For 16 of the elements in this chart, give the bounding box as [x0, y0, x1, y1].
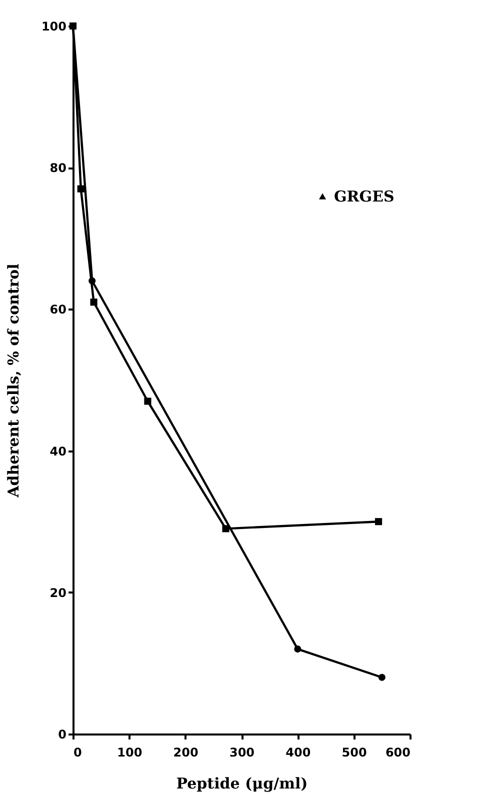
y-tick-label: 20 — [50, 586, 66, 600]
x-tick-label: 100 — [117, 746, 142, 760]
x-tick-label: 200 — [173, 746, 198, 760]
x-tick-label: 600 — [385, 746, 410, 760]
x-tick-label: 0 — [74, 746, 82, 760]
y-tick-label: 0 — [58, 728, 66, 742]
legend-label: GRGES — [334, 187, 394, 206]
y-axis-title: Adherent cells, % of control — [4, 263, 22, 498]
y-tick-label: 80 — [50, 161, 66, 176]
x-tick-label: 500 — [342, 746, 367, 760]
x-tick-label: 400 — [286, 746, 311, 760]
y-tick-label: 60 — [50, 302, 66, 317]
y-tick-label: 100 — [41, 20, 66, 34]
x-tick-label: 300 — [229, 746, 255, 760]
y-tick-label: 40 — [50, 444, 66, 458]
x-axis-title: Peptide (μg/ml) — [176, 774, 308, 792]
